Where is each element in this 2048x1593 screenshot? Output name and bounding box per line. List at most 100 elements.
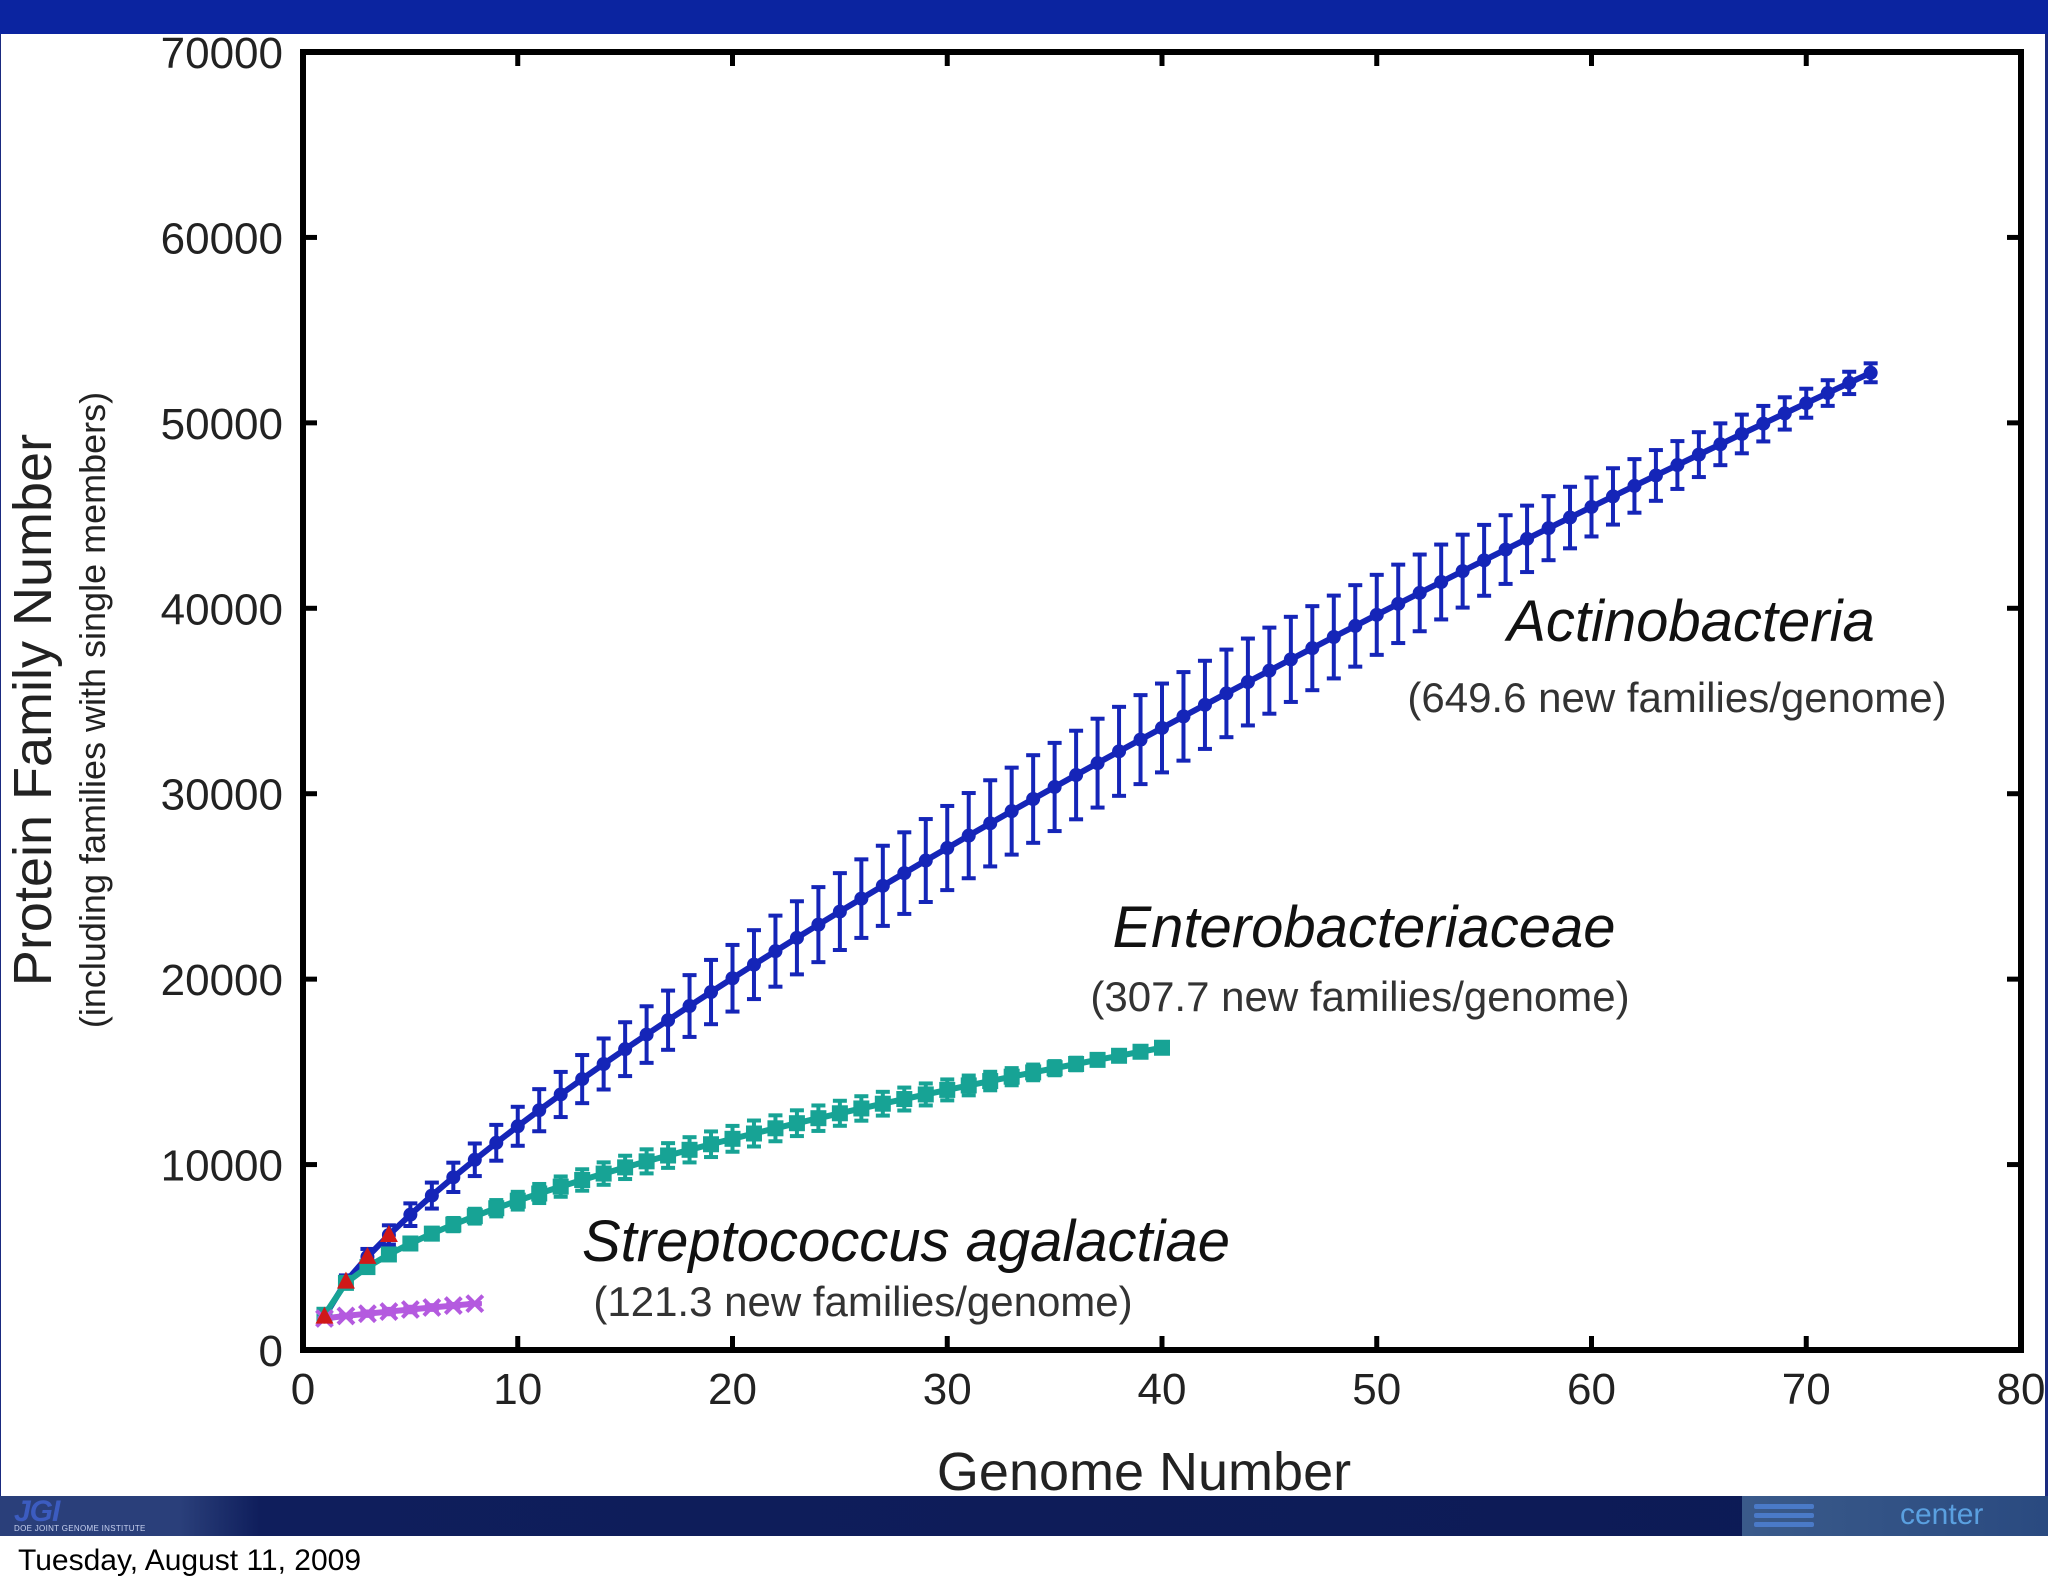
actinobacteria-point — [1176, 709, 1191, 724]
actinobacteria-point — [1820, 386, 1835, 401]
actinobacteria-point — [1670, 458, 1685, 473]
enterobacteriaceae-point — [745, 1125, 762, 1142]
enterobacteriaceae-point — [1132, 1043, 1149, 1060]
enterobacteriaceae-point — [423, 1225, 440, 1242]
actinobacteria-point — [1584, 499, 1599, 514]
actinobacteria-point — [1455, 564, 1470, 579]
actinobacteria-point — [875, 878, 890, 893]
enterobacteriaceae-point — [531, 1185, 548, 1202]
slide-top-bar — [0, 0, 2048, 34]
x-tick-label: 80 — [1997, 1365, 2045, 1414]
y-tick-label: 70000 — [161, 34, 283, 78]
streptococcus-label: Streptococcus agalactiae — [582, 1209, 1230, 1274]
enterobacteriaceae-point — [595, 1165, 612, 1182]
actinobacteria-point — [918, 853, 933, 868]
y-tick-label: 40000 — [161, 585, 283, 634]
actinobacteria-point — [1391, 596, 1406, 611]
enterobacteriaceae-point — [703, 1136, 720, 1153]
actinobacteria-point — [1219, 686, 1234, 701]
enterobacteriaceae-series — [316, 1039, 1170, 1323]
actinobacteria-point — [1326, 630, 1341, 645]
actinobacteria-point — [1477, 553, 1492, 568]
chart: 0 10 20 30 40 50 60 70 80 0 10000 20000 30000 40000 50… — [3, 34, 2045, 1496]
enterobacteriaceae-point — [1068, 1055, 1085, 1072]
y-tick-label: 30000 — [161, 771, 283, 820]
actinobacteria-point — [1004, 804, 1019, 819]
enterobacteriaceae-line — [321, 1044, 1163, 1317]
actinobacteria-point — [1283, 652, 1298, 667]
actinobacteria-point — [1605, 489, 1620, 504]
actinobacteria-point — [682, 999, 697, 1014]
enterobacteriaceae-point — [917, 1086, 934, 1103]
actinobacteria-point — [1412, 585, 1427, 600]
early-marker-point — [336, 1271, 355, 1289]
x-tick-label: 30 — [923, 1365, 972, 1414]
enterobacteriaceae-point — [660, 1147, 677, 1164]
enterobacteriaceae-point — [1154, 1039, 1170, 1056]
enterobacteriaceae-point — [939, 1081, 956, 1098]
x-tick-label: 0 — [291, 1365, 315, 1414]
actinobacteria-point — [1305, 641, 1320, 656]
enterobacteriaceae-point — [445, 1216, 462, 1233]
y-tick-label: 10000 — [161, 1142, 283, 1191]
enterobacteriaceae-point — [1111, 1047, 1128, 1064]
actinobacteria-point — [704, 985, 719, 1000]
actinobacteria-point — [510, 1119, 525, 1134]
enterobacteriaceae-point — [617, 1159, 634, 1176]
actinobacteria-point — [424, 1188, 439, 1203]
actinobacteria-series — [317, 361, 1878, 1324]
actinobacteria-point — [575, 1072, 590, 1087]
x-tick-label: 40 — [1138, 1365, 1187, 1414]
streptococcus-point — [379, 1302, 399, 1321]
streptococcus-point — [443, 1296, 463, 1315]
enterobacteriaceae-label: Enterobacteriaceae — [1113, 895, 1616, 960]
actinobacteria-point — [1026, 792, 1041, 807]
actinobacteria-point — [897, 866, 912, 881]
enterobacteriaceae-point — [402, 1235, 419, 1252]
streptococcus-point — [358, 1304, 377, 1324]
actinobacteria-point — [1197, 697, 1212, 712]
streptococcus-point — [336, 1306, 356, 1326]
actinobacteria-point — [746, 957, 761, 972]
enterobacteriaceae-point — [960, 1077, 977, 1094]
actinobacteria-point — [1648, 468, 1663, 483]
actinobacteria-point — [940, 841, 955, 856]
center-logo-text: center — [1900, 1498, 1984, 1531]
actinobacteria-point — [532, 1103, 547, 1118]
enterobacteriaceae-point — [853, 1100, 870, 1117]
enterobacteriaceae-point — [380, 1246, 397, 1263]
actinobacteria-point — [1369, 607, 1384, 622]
enterobacteriaceae-point — [1003, 1068, 1020, 1085]
actinobacteria-point — [596, 1056, 611, 1071]
y-tick-label: 50000 — [161, 400, 283, 449]
actinobacteria-point — [1262, 663, 1277, 678]
actinobacteria-point — [854, 891, 869, 906]
actinobacteria-point — [1627, 478, 1642, 493]
enterobacteriaceae-point — [681, 1141, 698, 1158]
enterobacteriaceae-point — [638, 1153, 655, 1170]
actinobacteria-point — [1090, 756, 1105, 771]
actinobacteria-point — [725, 971, 740, 986]
actinobacteria-point — [1434, 574, 1449, 589]
enterobacteriaceae-point — [552, 1178, 569, 1195]
actinobacteria-point — [639, 1027, 654, 1042]
early-markers — [315, 1224, 398, 1324]
actinobacteria-point — [1799, 396, 1814, 411]
slide-frame: 0 10 20 30 40 50 60 70 80 0 10000 20000 30000 40000 50… — [0, 34, 2048, 1496]
enterobacteriaceae-point — [788, 1115, 805, 1132]
actinobacteria-label: Actinobacteria — [1504, 589, 1875, 654]
actinobacteria-point — [1240, 674, 1255, 689]
actinobacteria-point — [789, 930, 804, 945]
y-tick-label: 60000 — [161, 214, 283, 263]
x-tick-label: 10 — [493, 1365, 542, 1414]
actinobacteria-point — [811, 917, 826, 932]
actinobacteria-point — [961, 828, 976, 843]
enterobacteriaceae-point — [982, 1073, 999, 1090]
early-marker-point — [358, 1246, 377, 1264]
jgi-logo-text: JGI — [14, 1495, 60, 1528]
actinobacteria-point — [1842, 375, 1857, 390]
footer-date: Tuesday, August 11, 2009 — [18, 1544, 362, 1577]
enterobacteriaceae-point — [831, 1105, 848, 1122]
actinobacteria-point — [1541, 521, 1556, 536]
actinobacteria-point — [1348, 618, 1363, 633]
